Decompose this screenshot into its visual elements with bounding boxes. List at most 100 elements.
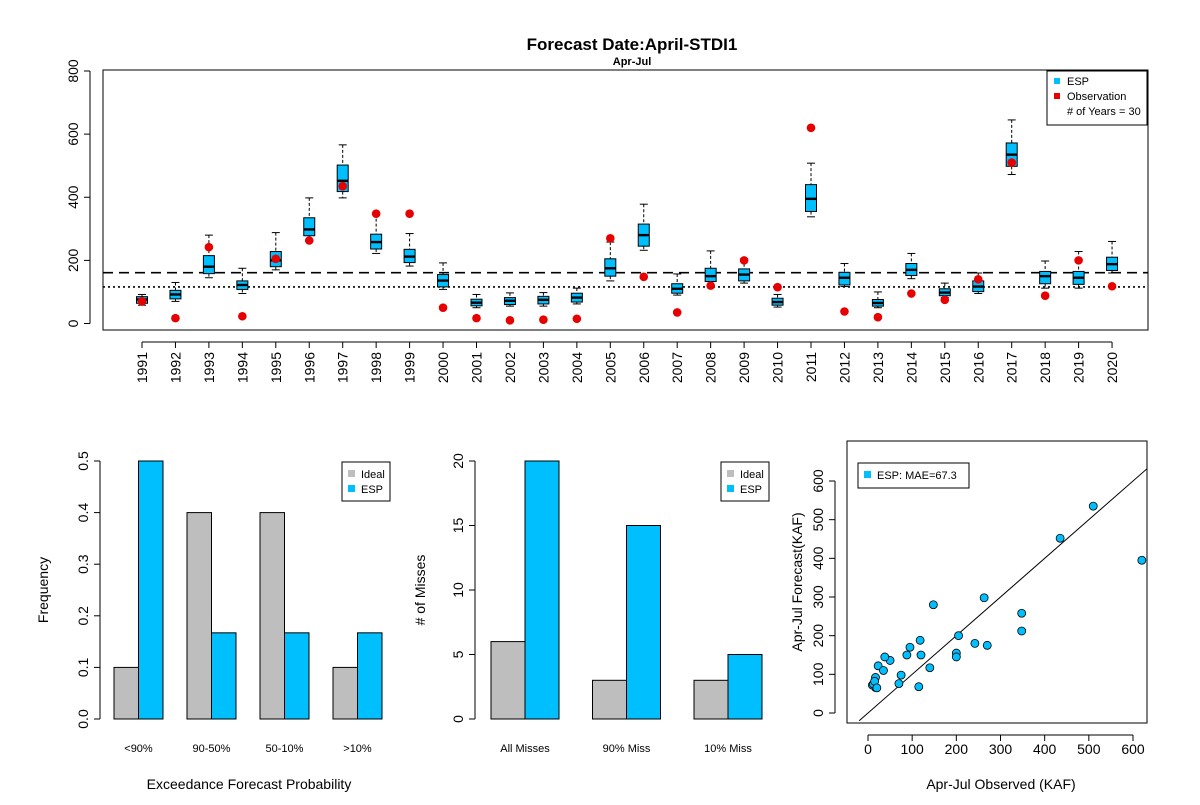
esp-box xyxy=(336,164,349,193)
observation-point xyxy=(539,315,548,325)
box-plot: 0 200 400 600 800 1991 1992 1993 1994 1995 1996 199… xyxy=(65,59,1149,383)
observation-point xyxy=(238,311,247,321)
x-tick-label: 1993 xyxy=(201,352,217,383)
observation-point xyxy=(706,281,715,290)
scatter-point xyxy=(879,666,888,675)
scatter-point xyxy=(905,642,915,652)
observation-point xyxy=(438,303,448,313)
bar-esp xyxy=(727,654,763,720)
x-tick-label: 2010 xyxy=(770,352,786,383)
bar-legend: Ideal ESP xyxy=(720,461,770,502)
x-tick-label: 2020 xyxy=(1104,352,1120,383)
observation-point xyxy=(773,282,782,292)
y-axis-label: Frequency xyxy=(35,557,51,623)
y-axis-label: # of Misses xyxy=(412,555,428,626)
scatter-point xyxy=(916,650,926,660)
x-tick-label: 2005 xyxy=(602,352,618,383)
x-tick-label: 600 xyxy=(1121,741,1145,757)
observation-point xyxy=(940,295,950,305)
scatter-point xyxy=(1088,501,1098,511)
observation-point xyxy=(505,316,515,325)
bar-ideal xyxy=(259,512,285,720)
one-to-one-line xyxy=(858,468,1147,722)
scatter-point xyxy=(970,639,980,648)
bar-legend: Ideal ESP xyxy=(341,461,391,502)
scatter-point xyxy=(982,640,992,650)
frequency-bar-chart: 0.0 0.1 0.2 0.3 0.4 0.5 <90% 90-50% 50-10% >10% Ex… xyxy=(35,451,391,792)
observation-point xyxy=(572,314,582,324)
scatter-point xyxy=(928,600,938,610)
observation-point xyxy=(639,272,649,282)
observation-point xyxy=(840,307,849,316)
scatter-point xyxy=(951,652,961,662)
scatter-point xyxy=(896,670,906,680)
legend-observation-swatch xyxy=(1054,93,1060,99)
observation-point xyxy=(304,236,314,245)
y-tick-label: 800 xyxy=(65,59,81,83)
bar-ideal xyxy=(693,679,729,720)
bar-esp xyxy=(284,632,310,720)
scatter-point xyxy=(915,635,925,645)
legend-years-label: # of Years = 30 xyxy=(1067,106,1141,118)
x-tick-label: 1996 xyxy=(301,352,317,383)
y-tick-label: 200 xyxy=(810,624,826,648)
scatter-point xyxy=(914,682,924,692)
x-tick-label: 0 xyxy=(864,741,872,757)
plot-frame xyxy=(846,440,1148,724)
x-tick-label: 2003 xyxy=(535,352,551,383)
bar-ideal xyxy=(186,512,212,720)
legend-ideal-label: Ideal xyxy=(740,469,764,481)
y-tick-label: 0 xyxy=(65,319,81,327)
observation-point xyxy=(1007,158,1016,167)
y-tick-label: 300 xyxy=(810,585,826,609)
observation-point xyxy=(338,181,348,191)
y-tick-label: 0.3 xyxy=(75,554,91,574)
bar-ideal xyxy=(592,679,627,720)
observation-point xyxy=(171,313,180,323)
x-axis-label: Exceedance Forecast Probability xyxy=(147,776,352,792)
scatter-point xyxy=(1017,626,1027,636)
legend-ideal-swatch xyxy=(348,470,355,477)
observation-point xyxy=(1074,256,1083,265)
y-tick-label: 200 xyxy=(65,248,81,272)
observation-point xyxy=(1040,291,1050,301)
x-tick-label: 2012 xyxy=(836,352,852,383)
esp-box xyxy=(303,217,316,237)
y-tick-label: 15 xyxy=(450,518,466,534)
y-tick-label: 400 xyxy=(65,185,81,209)
x-category-label: All Misses xyxy=(500,743,550,755)
legend-observation-label: Observation xyxy=(1067,91,1126,103)
y-tick-label: 0.4 xyxy=(75,503,91,523)
legend-esp-label: ESP xyxy=(740,484,762,496)
observation-point xyxy=(973,275,983,284)
y-tick-label: 20 xyxy=(450,453,466,469)
observation-point xyxy=(271,254,281,264)
observation-point xyxy=(672,308,682,317)
y-tick-label: 0.1 xyxy=(75,657,91,677)
x-category-label: 90-50% xyxy=(193,743,231,755)
y-tick-label: 600 xyxy=(810,469,826,493)
observation-point xyxy=(739,256,749,265)
observation-point xyxy=(1107,281,1117,291)
figure-subtitle: Apr-Jul xyxy=(613,56,652,68)
y-tick-label: 0.0 xyxy=(75,709,91,729)
observation-point xyxy=(405,209,414,218)
y-tick-label: 0 xyxy=(450,715,466,723)
legend-esp-label: ESP xyxy=(1067,76,1089,88)
x-tick-label: 2006 xyxy=(636,352,652,383)
y-tick-label: 400 xyxy=(810,546,826,570)
x-tick-label: 2013 xyxy=(870,352,886,383)
x-tick-label: 2004 xyxy=(569,352,585,383)
bar-ideal xyxy=(332,666,358,720)
y-tick-label: 600 xyxy=(65,122,81,146)
observation-point xyxy=(371,209,381,218)
y-axis-label: Apr-Jul Forecast(KAF) xyxy=(789,512,805,651)
scatter-point xyxy=(880,652,890,662)
x-tick-label: 400 xyxy=(1033,741,1057,757)
bar-ideal xyxy=(113,666,139,720)
legend-box xyxy=(1046,70,1148,126)
bar-esp xyxy=(211,632,237,720)
x-category-label: >10% xyxy=(343,743,372,755)
